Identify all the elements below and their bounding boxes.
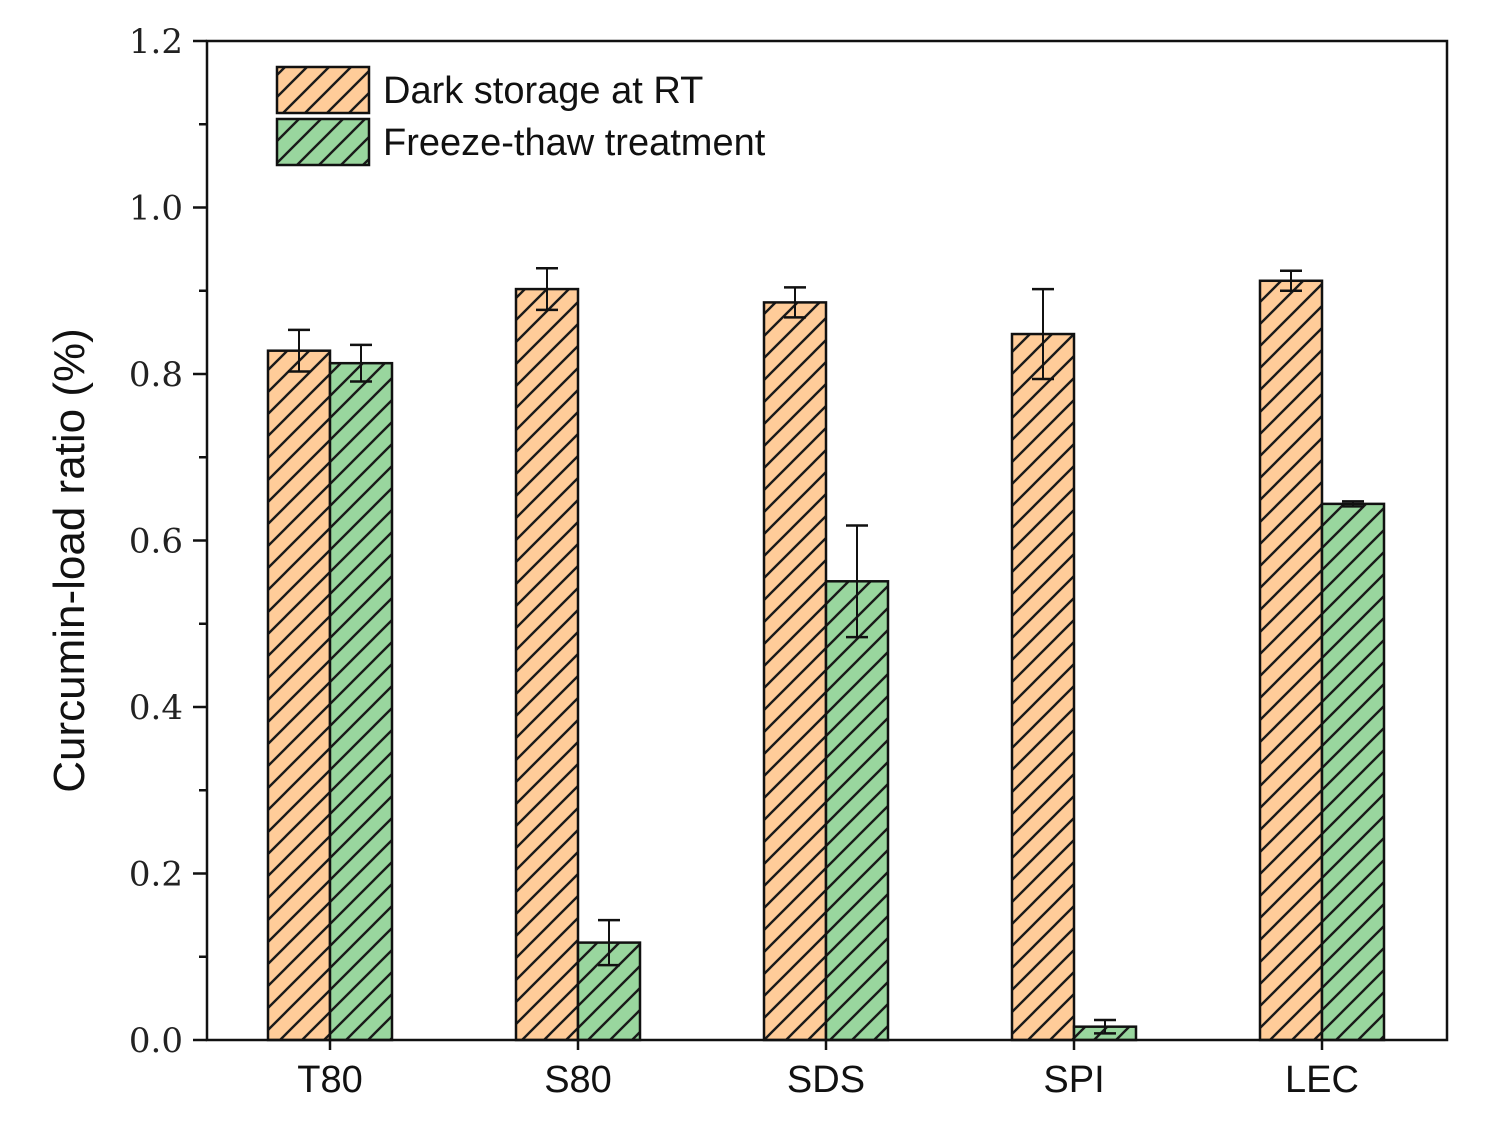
error-bar-s80-series-1 [536,267,558,312]
bar-lec-series-1 [1258,279,1324,1042]
bar-lec-series-2 [1320,502,1386,1042]
bar-sds-series-2 [824,580,890,1042]
legend: Dark storage at RT Freeze-thaw treatment [275,65,766,167]
bar-t80-series-2 [328,361,394,1042]
error-bar-spi-series-1 [1032,287,1054,381]
error-bar-lec-series-1 [1280,269,1302,292]
x-tick-label-t80: T80 [297,1059,362,1101]
bars-layer [266,279,1386,1042]
error-bars-layer [288,267,1364,1035]
legend-item-1: Dark storage at RT [275,65,703,115]
x-tick-label-spi: SPI [1043,1059,1104,1101]
bar-sds-series-1 [762,301,828,1042]
legend-item-2: Freeze-thaw treatment [275,117,766,167]
y-tick-label: 0.8 [129,355,183,395]
y-tick-label: 1.2 [129,22,183,62]
x-tick-label-s80: S80 [544,1059,612,1101]
error-bar-lec-series-2 [1342,500,1364,508]
error-bar-spi-series-2 [1094,1018,1116,1035]
legend-label: Dark storage at RT [383,70,703,112]
y-tick-label: 1.0 [129,189,183,229]
bar-t80-series-1 [266,349,332,1042]
error-bar-sds-series-2 [846,524,868,639]
x-tick-label-sds: SDS [787,1059,865,1101]
axes-layer: T80 S80 SDS SPI LEC 0.0 0.2 0.4 0.6 0.8 1.0 1.2 Curc… [45,22,1449,1101]
legend-label: Freeze-thaw treatment [383,122,766,164]
x-tick-label-lec: LEC [1285,1059,1359,1101]
bar-s80-series-1 [514,287,580,1042]
legend-swatch [275,65,371,115]
bar-spi-series-1 [1010,332,1076,1042]
y-tick-label: 0.2 [129,855,183,895]
y-axis-title: Curcumin-load ratio (%) [45,328,94,793]
error-bar-t80-series-1 [288,328,310,373]
y-tick-label: 0.4 [129,688,183,728]
error-bar-s80-series-2 [598,918,620,967]
error-bar-t80-series-2 [350,343,372,383]
error-bar-sds-series-1 [784,286,806,319]
y-tick-label: 0.0 [129,1021,183,1061]
y-tick-label: 0.6 [129,522,183,562]
legend-swatch [275,117,371,167]
